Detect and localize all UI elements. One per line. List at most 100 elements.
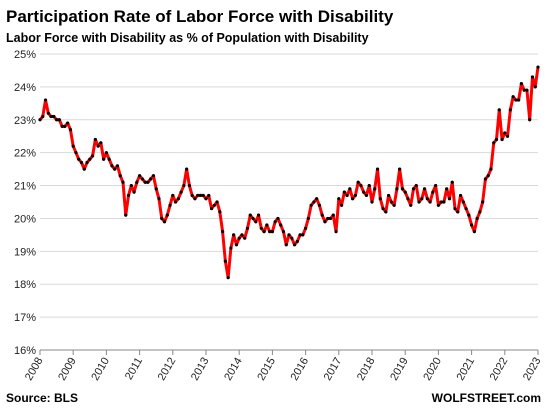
data-point bbox=[517, 98, 521, 102]
data-point bbox=[478, 210, 482, 214]
data-point bbox=[173, 200, 178, 204]
data-point bbox=[425, 197, 429, 201]
data-point bbox=[508, 108, 512, 112]
data-point bbox=[467, 213, 471, 217]
data-point bbox=[373, 187, 377, 191]
data-point bbox=[201, 193, 205, 198]
data-point bbox=[359, 183, 363, 188]
data-point bbox=[262, 230, 266, 234]
data-point bbox=[193, 197, 197, 201]
data-point bbox=[351, 197, 355, 201]
data-point bbox=[256, 213, 261, 217]
data-point bbox=[276, 216, 280, 221]
x-tick-label: 2015 bbox=[255, 356, 278, 383]
data-point bbox=[356, 180, 360, 184]
data-point bbox=[115, 164, 120, 168]
data-point bbox=[505, 134, 510, 138]
y-tick-label: 25% bbox=[14, 49, 36, 61]
data-point bbox=[364, 193, 369, 198]
data-point bbox=[259, 226, 263, 230]
data-point bbox=[240, 233, 244, 237]
x-tick-label: 2012 bbox=[156, 356, 179, 383]
data-point bbox=[46, 111, 50, 115]
data-point bbox=[223, 259, 227, 263]
data-point bbox=[113, 167, 117, 171]
y-tick-label: 18% bbox=[14, 279, 36, 291]
y-tick-label: 24% bbox=[14, 82, 36, 94]
data-point bbox=[428, 200, 432, 204]
data-point bbox=[403, 190, 407, 194]
data-point bbox=[461, 200, 465, 204]
data-point bbox=[124, 213, 128, 217]
y-tick-label: 17% bbox=[14, 312, 36, 324]
data-point bbox=[406, 197, 410, 201]
data-point bbox=[528, 118, 532, 122]
data-point bbox=[511, 95, 515, 99]
x-tick-label: 2014 bbox=[222, 356, 245, 383]
data-point bbox=[384, 210, 388, 214]
data-point bbox=[162, 220, 167, 224]
data-point bbox=[436, 203, 440, 207]
data-point bbox=[126, 193, 131, 198]
data-point bbox=[68, 128, 73, 132]
x-tick-label: 2019 bbox=[388, 356, 411, 383]
data-point bbox=[254, 220, 258, 224]
data-point bbox=[209, 206, 214, 211]
y-tick-label: 21% bbox=[14, 181, 36, 193]
data-point bbox=[290, 236, 294, 240]
data-point bbox=[284, 243, 288, 247]
data-point bbox=[187, 183, 191, 188]
data-point bbox=[140, 177, 144, 181]
data-point bbox=[450, 180, 454, 184]
data-point bbox=[88, 157, 92, 161]
data-point bbox=[492, 141, 496, 145]
data-point bbox=[312, 200, 316, 204]
data-point bbox=[420, 197, 424, 201]
data-point bbox=[151, 174, 156, 178]
data-point bbox=[536, 65, 540, 69]
data-point bbox=[475, 216, 479, 221]
x-tick-label: 2008 bbox=[23, 356, 46, 383]
data-point bbox=[268, 230, 272, 234]
data-point bbox=[135, 180, 139, 184]
data-point bbox=[317, 203, 322, 207]
x-tick-label: 2013 bbox=[189, 356, 212, 383]
data-point bbox=[337, 197, 341, 201]
data-point bbox=[301, 233, 305, 237]
data-point bbox=[339, 203, 344, 207]
y-tick-label: 23% bbox=[14, 115, 36, 127]
data-point bbox=[168, 203, 172, 207]
data-point bbox=[414, 183, 418, 188]
data-point bbox=[445, 187, 449, 191]
data-point bbox=[315, 197, 319, 201]
data-point bbox=[90, 154, 95, 158]
data-point bbox=[525, 88, 529, 92]
data-point bbox=[298, 233, 302, 237]
data-point bbox=[375, 167, 380, 171]
data-point bbox=[245, 226, 250, 230]
data-point bbox=[43, 98, 48, 102]
y-tick-label: 22% bbox=[14, 148, 36, 160]
chart-subtitle: Labor Force with Disability as % of Popu… bbox=[6, 31, 369, 45]
x-tick-label: 2010 bbox=[89, 356, 112, 383]
data-point bbox=[306, 216, 310, 221]
data-point bbox=[99, 141, 103, 145]
data-point bbox=[295, 239, 299, 244]
data-point bbox=[378, 197, 382, 201]
data-point bbox=[38, 118, 42, 122]
data-point bbox=[212, 203, 216, 207]
data-point bbox=[392, 203, 396, 207]
data-point bbox=[503, 131, 507, 135]
data-point bbox=[60, 124, 64, 128]
data-point bbox=[77, 157, 81, 161]
data-point bbox=[129, 183, 133, 188]
source: Source: BLS bbox=[6, 391, 78, 405]
data-point bbox=[273, 220, 277, 224]
data-point bbox=[93, 137, 97, 142]
data-point bbox=[215, 200, 219, 204]
data-point bbox=[55, 118, 59, 122]
data-point bbox=[204, 197, 208, 201]
y-tick-label: 20% bbox=[14, 213, 36, 225]
data-point bbox=[118, 174, 122, 178]
data-point bbox=[486, 174, 490, 178]
